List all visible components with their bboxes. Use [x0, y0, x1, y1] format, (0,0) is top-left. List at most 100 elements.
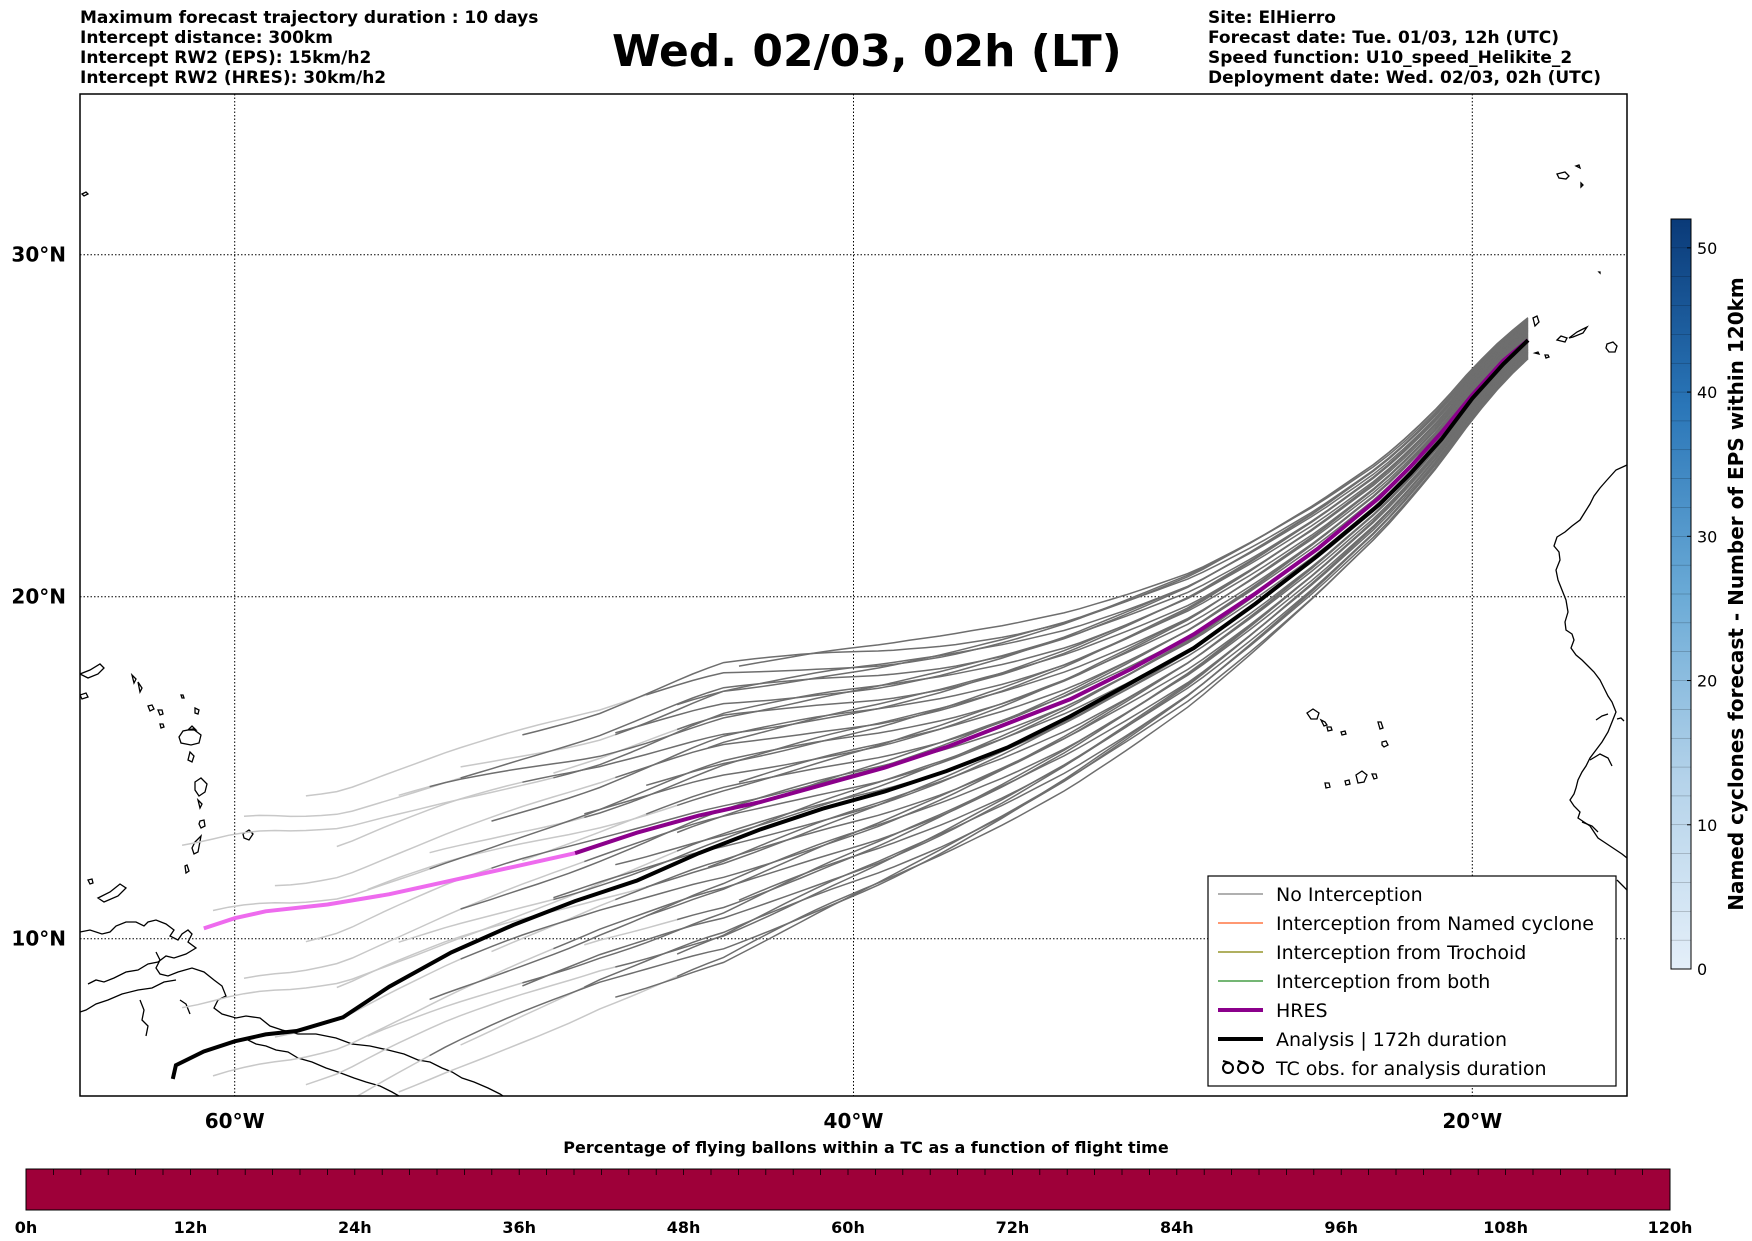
ensemble-track-early: [305, 694, 647, 797]
legend-box: [1207, 875, 1617, 1087]
ensemble-track-early: [243, 777, 461, 818]
header-right-line: Site: ElHierro: [1208, 8, 1336, 28]
longitude-labels: 60°W 40°W 20°W: [205, 1109, 1503, 1133]
colorbar-tick-label: 50: [1697, 239, 1717, 258]
time-bar-label: 0h: [15, 1218, 38, 1237]
coastline-madeira: [1556, 164, 1584, 189]
time-bar-label: 60h: [831, 1218, 865, 1237]
hres-track-line: [574, 338, 1530, 856]
ensemble-track-early: [584, 918, 678, 946]
tc-symbol-tail: [1222, 1060, 1231, 1064]
colorbar-tick-label: 20: [1697, 672, 1717, 691]
latitude-labels: 30°N 20°N 10°N: [11, 243, 66, 951]
header-right-line: Speed function: U10_speed_Helikite_2: [1208, 48, 1573, 68]
coastline-canary-islands: [1532, 315, 1618, 359]
lon-label: 40°W: [824, 1109, 884, 1133]
legend-label: TC obs. for analysis duration: [1275, 1058, 1547, 1080]
time-bar-title: Percentage of flying ballons within a TC…: [563, 1138, 1169, 1157]
colorbar: 0 10 20 30 40 50 Named cyclones forecast - Nu…: [1670, 218, 1748, 979]
analysis-track: [170, 338, 1530, 1080]
page-title: Wed. 02/03, 02h (LT): [612, 26, 1122, 77]
time-bar-labels: 0h 12h 24h 36h 48h 60h 72h 84h 96h 108h 120h: [15, 1218, 1693, 1237]
ensemble-track: [615, 328, 1529, 779]
ensemble-track: [429, 331, 1529, 870]
colorbar-tick-label: 10: [1697, 816, 1717, 835]
map-area[interactable]: [79, 93, 1628, 1135]
ensemble-track-early: [243, 860, 585, 979]
ensemble-track-early: [460, 733, 616, 768]
ensemble-track-early: [398, 975, 678, 1093]
coastline-guyanas: [247, 1039, 401, 1096]
ensemble-track: [429, 348, 1529, 1001]
time-bar-label: 36h: [502, 1218, 536, 1237]
coastline-venezuela-west: [80, 979, 191, 1037]
time-bar-label: 120h: [1648, 1218, 1693, 1237]
time-bar-label: 72h: [996, 1218, 1030, 1237]
colorbar-tick-label: 0: [1697, 960, 1707, 979]
header-left: Maximum forecast trajectory duration : 1…: [80, 8, 538, 88]
tc-symbol-tail: [1252, 1060, 1261, 1064]
legend-label: Interception from Named cyclone: [1276, 913, 1594, 935]
ensemble-track-early: [367, 804, 678, 891]
legend-label: Analysis | 172h duration: [1276, 1029, 1507, 1051]
tc-symbol-tail: [1237, 1060, 1246, 1064]
coastline-africa-detail: [1581, 713, 1627, 891]
ensemble-track-early: [274, 776, 616, 887]
ensemble-track-early: [398, 898, 554, 943]
lon-label: 20°W: [1442, 1109, 1502, 1133]
time-bar: Percentage of flying ballons within a TC…: [15, 1138, 1693, 1237]
ensemble-track-early: [460, 986, 585, 1046]
ensemble-tracks-no-interception: [429, 317, 1529, 1057]
ensemble-track-early: [212, 948, 554, 1077]
ensemble-tracks-early: [181, 694, 678, 1096]
header-left-line: Maximum forecast trajectory duration : 1…: [80, 8, 539, 28]
legend-label: Interception from Trochoid: [1276, 942, 1526, 964]
colorbar-gradient: [1670, 218, 1692, 970]
time-bar-label: 12h: [174, 1218, 208, 1237]
lat-label: 30°N: [11, 243, 66, 267]
time-bar-label: 84h: [1160, 1218, 1194, 1237]
coastline-cape-verde: [1306, 708, 1389, 789]
ensemble-track: [429, 356, 1529, 1057]
lat-label: 20°N: [11, 585, 66, 609]
ensemble-track-early: [336, 886, 647, 989]
coastline-selvagens: [1597, 271, 1601, 275]
legend-label: Interception from both: [1276, 971, 1490, 993]
ensemble-track-early: [181, 850, 678, 1009]
header-right-line: Forecast date: Tue. 01/03, 12h (UTC): [1208, 28, 1559, 48]
time-bar-label: 24h: [338, 1218, 372, 1237]
ensemble-track-early: [367, 982, 523, 1037]
ensemble-track: [522, 352, 1529, 987]
ensemble-track: [460, 346, 1529, 960]
legend-item: Analysis | 172h duration: [1218, 1029, 1507, 1051]
colorbar-label: Named cyclones forecast - Number of EPS …: [1724, 277, 1748, 911]
lon-label: 60°W: [205, 1109, 265, 1133]
legend-item: Interception from Named cyclone: [1218, 913, 1594, 935]
time-bar-ticks: [25, 1169, 1671, 1175]
coastline-bermuda: [80, 191, 90, 197]
colorbar-tick-label: 40: [1697, 383, 1717, 402]
ensemble-track: [676, 325, 1529, 731]
colorbar-ticks: 0 10 20 30 40 50: [1671, 218, 1717, 979]
hres-track: [203, 338, 1530, 931]
analysis-track-line: [170, 338, 1530, 1080]
ensemble-track-early: [181, 777, 554, 846]
legend-label: No Interception: [1276, 884, 1423, 906]
ensemble-track-early: [212, 868, 430, 912]
coastline-trinidad: [80, 919, 198, 985]
coastlines: [80, 164, 1627, 1096]
legend-item: Interception from both: [1218, 971, 1490, 993]
time-bar-label: 108h: [1483, 1218, 1528, 1237]
legend: No Interception Interception from Named c…: [1207, 875, 1617, 1087]
ensemble-track: [676, 358, 1529, 978]
time-bar-label: 96h: [1324, 1218, 1358, 1237]
hres-track-line-early: [203, 851, 576, 931]
ensemble-track: [676, 349, 1529, 921]
legend-item: Interception from Trochoid: [1218, 942, 1526, 964]
ensemble-track-early: [305, 966, 616, 1086]
coastline-lesser-antilles: [80, 663, 254, 903]
colorbar-tick-label: 30: [1697, 527, 1717, 546]
ensemble-track-early: [398, 785, 430, 797]
ensemble-track: [615, 322, 1529, 734]
header-right: Site: ElHierro Forecast date: Tue. 01/03…: [1208, 8, 1601, 88]
